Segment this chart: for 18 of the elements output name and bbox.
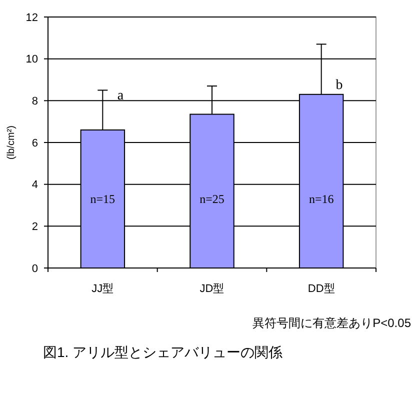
text: 異符号間に有意差ありP<0.05 xyxy=(252,316,412,330)
y-tick-label: 6 xyxy=(32,137,38,150)
text: 図1. アリル型とシェアバリューの関係 xyxy=(43,344,283,360)
y-tick-label: 4 xyxy=(32,179,38,192)
annotation: n=16 xyxy=(308,192,334,206)
y-tick-label: 12 xyxy=(26,12,38,24)
x-tick-label: JJ型 xyxy=(92,283,114,295)
x-tick-label: JD型 xyxy=(200,283,224,295)
x-tick-label: DD型 xyxy=(308,283,335,295)
annotation: b xyxy=(336,78,343,93)
y-axis-title: (lb/cm²) xyxy=(6,126,17,160)
annotation: n=15 xyxy=(90,192,116,206)
y-tick-label: 0 xyxy=(32,262,38,275)
annotation: a xyxy=(117,88,124,104)
y-tick-label: 10 xyxy=(26,54,38,66)
annotation: n=25 xyxy=(200,192,224,206)
y-tick-label: 2 xyxy=(32,221,38,234)
y-tick-label: 8 xyxy=(32,96,38,108)
